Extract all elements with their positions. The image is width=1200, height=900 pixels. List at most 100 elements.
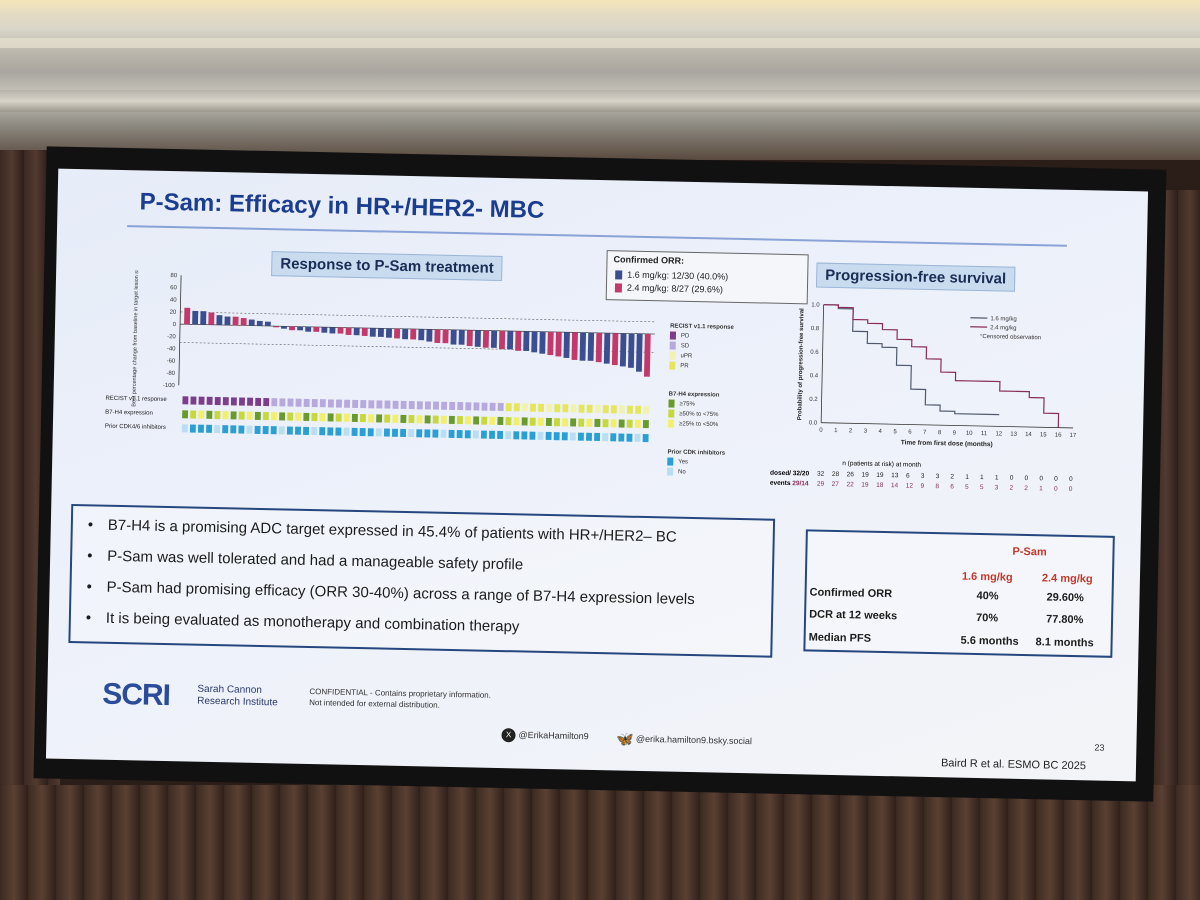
cdk-cell xyxy=(489,430,496,439)
waterfall-bar xyxy=(619,333,627,367)
km-y-tick: 0.2 xyxy=(809,397,818,403)
recist-cell xyxy=(513,403,520,412)
risk-cell: 0 xyxy=(1068,485,1073,493)
cdk-cell xyxy=(610,433,617,442)
recist-cell xyxy=(538,403,545,412)
waterfall-bar xyxy=(531,331,538,353)
cdk-legend-no: No xyxy=(667,467,725,476)
pr-swatch xyxy=(669,361,676,370)
recist-cell xyxy=(570,404,577,413)
b7h4-cell xyxy=(303,412,310,421)
waterfall-y-axis xyxy=(178,275,182,386)
km-x-tick: 5 xyxy=(893,429,897,435)
waterfall-bar xyxy=(216,315,223,326)
b7h4-cell xyxy=(497,416,504,426)
cdk-cell xyxy=(351,427,358,436)
risk-cell: 3 xyxy=(920,472,925,480)
waterfall-bar xyxy=(272,326,279,328)
cdk-cell xyxy=(561,432,568,441)
bullet-4: • It is being evaluated as monotherapy an… xyxy=(85,609,520,636)
waterfall-bar xyxy=(498,330,506,350)
waterfall-bar xyxy=(507,330,514,350)
b7h4-cell xyxy=(489,416,496,425)
upr-label: uPR xyxy=(680,353,693,360)
cdk-cell xyxy=(569,432,576,441)
risk-row1-n: 32/20 xyxy=(792,470,810,478)
cell-orr-high: 29.60% xyxy=(1046,591,1084,605)
km-x-tick: 2 xyxy=(849,428,853,434)
risk-cell: 0 xyxy=(1009,474,1014,482)
km-y-tick: 0.0 xyxy=(809,420,818,426)
b7h4-legend-mid: ≥50% to <75% xyxy=(668,409,719,418)
recist-legend-upr: uPR xyxy=(669,351,733,360)
risk-cell: 8 xyxy=(935,483,940,491)
cdk-cell xyxy=(537,431,544,440)
waterfall-bar xyxy=(289,326,295,331)
recist-cell xyxy=(505,403,512,412)
recist-cell xyxy=(392,400,399,409)
km-x-label: Time from first dose (months) xyxy=(901,439,993,448)
b7h4-cell xyxy=(246,411,253,420)
cdk-cell xyxy=(391,428,398,437)
waterfall-bar xyxy=(434,329,441,344)
pr-label: PR xyxy=(680,363,689,370)
waterfall-bar xyxy=(297,326,304,331)
cdk-cell xyxy=(529,431,536,440)
risk-cell: 19 xyxy=(861,471,869,479)
recist-cell xyxy=(400,400,407,409)
risk-cell: 19 xyxy=(876,471,884,480)
waterfall-bar xyxy=(563,332,570,358)
recist-cell xyxy=(618,405,625,414)
recist-cell xyxy=(424,401,431,410)
cell-pfs-high: 8.1 months xyxy=(1035,636,1094,650)
ceiling-molding-lower xyxy=(0,90,1200,112)
b7h4-cell xyxy=(408,415,415,424)
b7h4-cell xyxy=(586,418,593,427)
pd-swatch xyxy=(669,331,677,340)
row-label-cdk: Prior CDK4/6 inhibitors xyxy=(104,423,166,431)
cell-dcr-high: 77.80% xyxy=(1045,613,1084,627)
cdk-cell xyxy=(359,428,366,437)
risk-cell: 2 xyxy=(950,473,955,481)
title-underline xyxy=(127,225,1067,247)
km-legend-label: 2.4 mg/kg xyxy=(990,325,1016,332)
risk-cell: 19 xyxy=(861,481,869,489)
bullet-3-text: P-Sam had promising efficacy (ORR 30-40%… xyxy=(106,578,695,609)
b7h4-cell xyxy=(343,413,350,422)
b7h4-cell xyxy=(311,413,318,422)
waterfall-bar xyxy=(426,329,433,342)
waterfall-y-tick: -60 xyxy=(167,359,176,365)
b7h4-cell xyxy=(578,418,585,427)
waterfall-bar xyxy=(547,331,554,356)
cdk-cell xyxy=(286,426,293,435)
waterfall-bar xyxy=(377,328,384,337)
recist-cell xyxy=(376,400,383,409)
waterfall-bar xyxy=(611,333,619,366)
b7h4-cell xyxy=(456,416,463,425)
b7h4-cell xyxy=(335,413,342,422)
risk-cell: 22 xyxy=(846,481,854,489)
waterfall-bar xyxy=(579,332,587,361)
recist-cell xyxy=(263,397,270,407)
b7h4-cell xyxy=(295,412,302,421)
waterfall-y-tick: -20 xyxy=(167,334,176,340)
pfs-km-chart: 1.00.80.60.40.20.00 1 2 3 4 5 6 7 8 9 10 11 12 13 14 15… xyxy=(797,302,1077,448)
recist-cell xyxy=(230,397,237,406)
b7h4-mid-label: ≥50% to <75% xyxy=(679,411,719,419)
recist-legend-pr: PR xyxy=(669,361,733,370)
b7h4-cell xyxy=(222,411,229,420)
b7h4-cell xyxy=(553,418,560,427)
b7h4-mid-swatch xyxy=(668,409,675,418)
b7h4-cell xyxy=(481,416,488,425)
waterfall-bar xyxy=(208,312,215,325)
waterfall-bar xyxy=(482,330,490,348)
b7h4-cell xyxy=(262,411,269,421)
recist-cell xyxy=(441,401,448,410)
b7h4-cell xyxy=(440,415,447,424)
recist-cell xyxy=(360,400,367,409)
cdk-cell xyxy=(375,428,382,437)
b7h4-cell xyxy=(238,411,245,420)
km-legend-label: °Censored observation xyxy=(980,334,1041,341)
cdk-legend-header: Prior CDK inhibitors xyxy=(667,449,726,457)
risk-cell: 26 xyxy=(846,471,855,479)
